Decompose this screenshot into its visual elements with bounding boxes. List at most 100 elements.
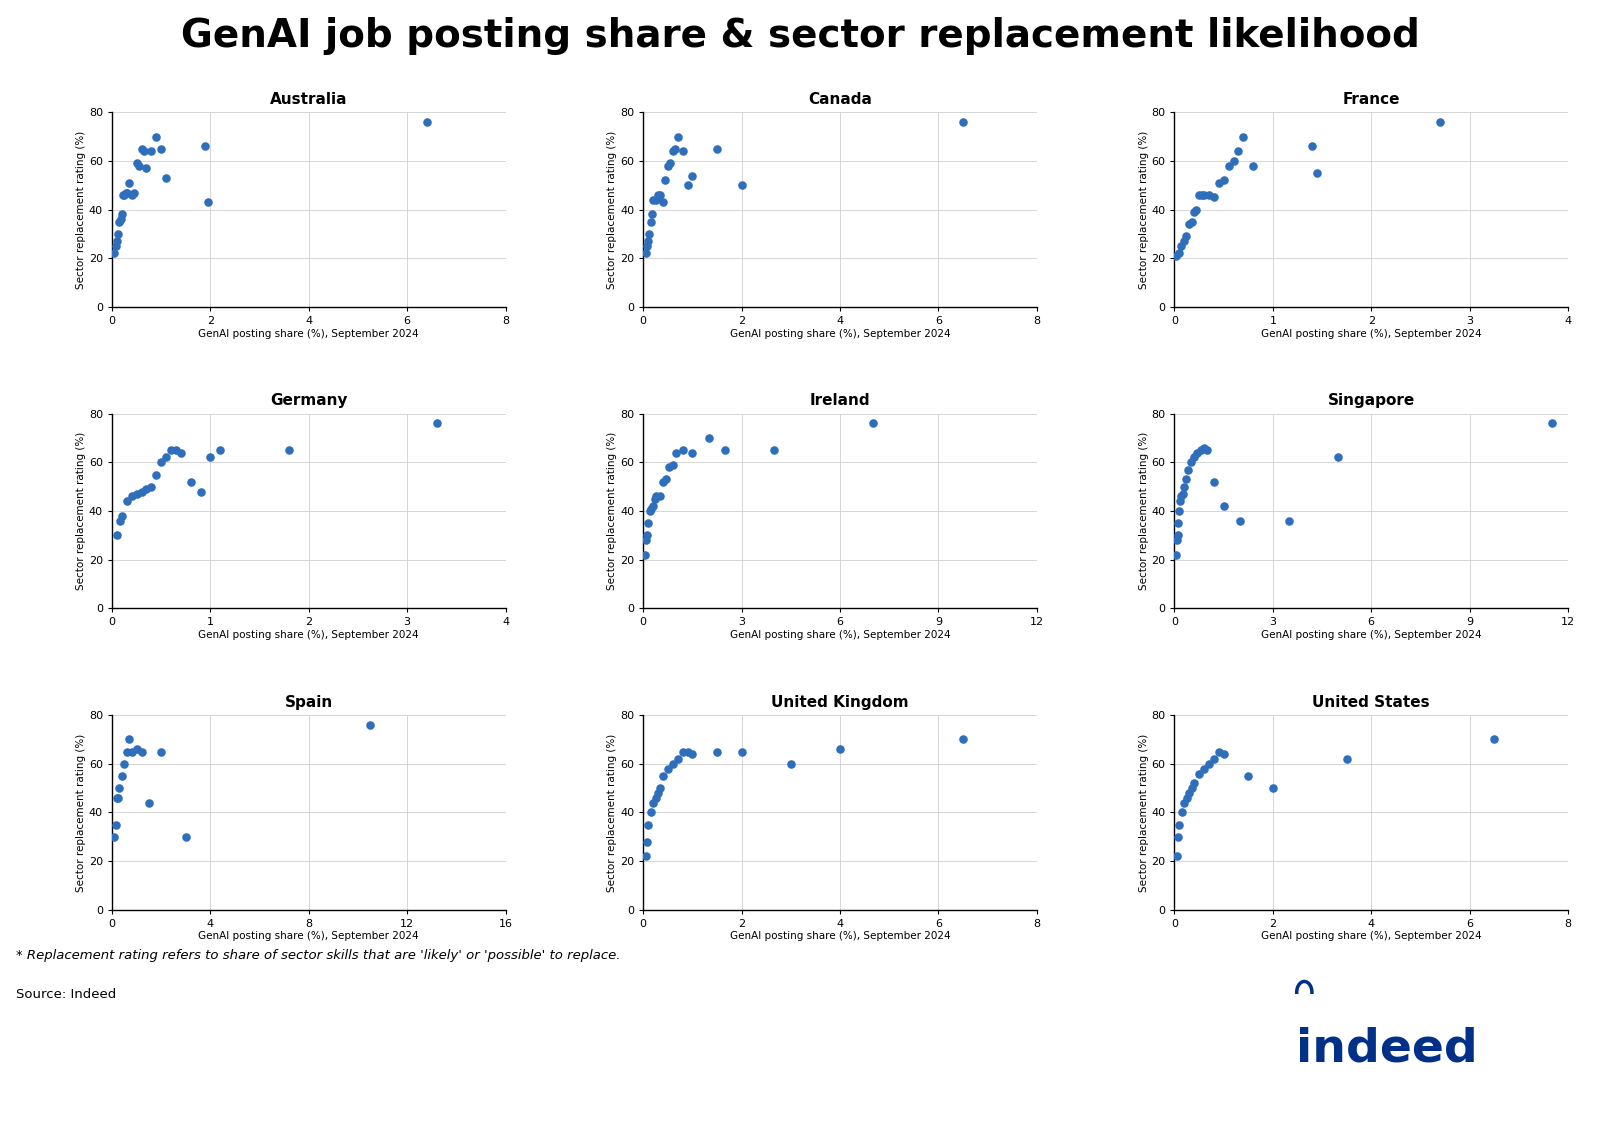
Point: [696, 429, 722, 447]
Point: [1427, 113, 1453, 131]
Point: [126, 157, 152, 175]
Point: [134, 481, 160, 499]
Point: [208, 441, 234, 459]
Point: [1190, 439, 1216, 457]
Point: [1171, 477, 1197, 495]
Point: [634, 237, 659, 255]
Title: Singapore: Singapore: [1328, 393, 1414, 409]
Point: [1235, 767, 1261, 785]
Point: [424, 414, 450, 432]
Point: [950, 730, 976, 748]
Point: [1202, 189, 1227, 207]
Y-axis label: Sector replacement rating (%): Sector replacement rating (%): [608, 733, 618, 892]
Point: [635, 232, 661, 250]
Point: [149, 454, 174, 472]
Point: [107, 212, 133, 230]
Point: [638, 803, 664, 821]
Point: [637, 502, 662, 520]
Point: [778, 755, 803, 773]
Point: [658, 154, 683, 172]
Point: [1195, 441, 1221, 459]
Point: [114, 742, 139, 760]
Point: [670, 742, 696, 760]
Point: [109, 206, 134, 223]
Point: [102, 245, 128, 263]
Point: [638, 500, 664, 518]
Point: [122, 183, 147, 201]
Point: [1166, 514, 1192, 532]
Point: [634, 245, 659, 263]
Point: [123, 740, 149, 758]
Y-axis label: Sector replacement rating (%): Sector replacement rating (%): [1139, 432, 1149, 590]
Point: [149, 742, 174, 760]
Point: [1168, 492, 1194, 510]
Point: [128, 483, 154, 501]
Point: [1482, 730, 1507, 748]
Point: [106, 225, 131, 243]
Point: [643, 191, 669, 209]
Title: France: France: [1342, 92, 1400, 107]
Point: [158, 441, 184, 459]
Point: [670, 143, 696, 161]
Point: [136, 794, 162, 812]
Point: [648, 779, 674, 797]
Point: [1277, 512, 1302, 530]
Point: [1197, 186, 1222, 204]
Point: [1197, 755, 1222, 773]
Point: [168, 444, 194, 462]
Y-axis label: Sector replacement rating (%): Sector replacement rating (%): [1139, 130, 1149, 289]
Point: [1202, 750, 1227, 768]
Y-axis label: Sector replacement rating (%): Sector replacement rating (%): [77, 130, 86, 289]
Point: [1165, 531, 1190, 549]
Point: [730, 176, 755, 194]
Text: indeed: indeed: [1296, 1026, 1477, 1071]
Point: [154, 168, 179, 186]
Point: [680, 745, 706, 763]
Y-axis label: Sector replacement rating (%): Sector replacement rating (%): [77, 432, 86, 590]
Point: [730, 742, 755, 760]
Point: [640, 206, 666, 223]
Point: [102, 815, 128, 833]
Point: [144, 128, 170, 146]
Point: [118, 186, 144, 204]
Point: [664, 444, 690, 462]
Y-axis label: Sector replacement rating (%): Sector replacement rating (%): [608, 432, 618, 590]
Point: [1184, 444, 1210, 462]
Point: [1181, 774, 1206, 792]
Point: [178, 473, 203, 491]
Point: [139, 143, 165, 161]
Point: [659, 143, 685, 161]
Point: [104, 788, 130, 806]
Point: [762, 441, 787, 459]
Point: [128, 742, 154, 760]
Point: [1179, 779, 1205, 797]
Point: [1173, 471, 1198, 489]
Point: [1304, 164, 1330, 182]
Point: [104, 527, 130, 545]
Point: [163, 441, 189, 459]
Point: [1181, 203, 1206, 221]
Point: [638, 212, 664, 230]
Y-axis label: Sector replacement rating (%): Sector replacement rating (%): [1139, 733, 1149, 892]
X-axis label: GenAI posting share (%), September 2024: GenAI posting share (%), September 2024: [198, 931, 419, 941]
Point: [1166, 502, 1192, 520]
Point: [1174, 460, 1200, 478]
Point: [680, 166, 706, 184]
Point: [192, 137, 218, 155]
Point: [666, 750, 691, 768]
Point: [659, 456, 685, 474]
Title: United States: United States: [1312, 695, 1430, 710]
Point: [640, 497, 666, 515]
Point: [1187, 441, 1213, 459]
Point: [704, 139, 730, 157]
Point: [139, 477, 165, 495]
Point: [648, 186, 674, 204]
Point: [118, 487, 144, 505]
Point: [109, 767, 134, 785]
X-axis label: GenAI posting share (%), September 2024: GenAI posting share (%), September 2024: [1261, 329, 1482, 338]
Point: [656, 458, 682, 476]
Point: [1163, 247, 1189, 265]
Point: [1221, 152, 1246, 170]
Point: [634, 527, 659, 545]
Point: [104, 232, 130, 250]
